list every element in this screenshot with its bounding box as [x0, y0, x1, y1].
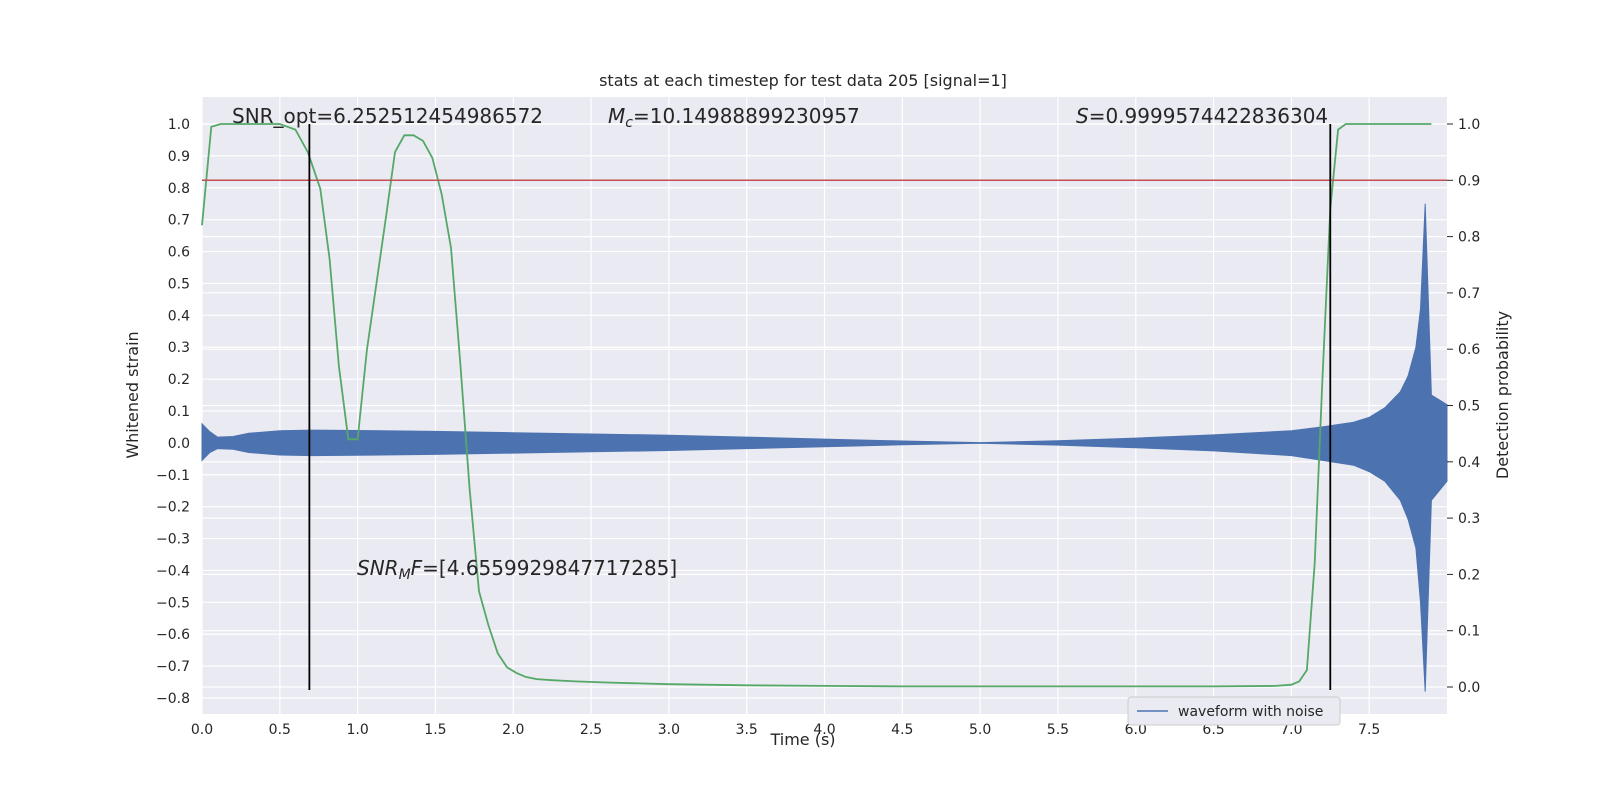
- y-tick-label: 0.1: [168, 404, 190, 420]
- x-tick-label: 0.0: [191, 722, 213, 738]
- y2-tick-label: 0.9: [1458, 173, 1480, 189]
- x-axis-ticks: 0.0 0.5 1.0 1.5 2.0 2.5 3.0 3.5 4.0 4.5 5.0 5.5 6.0 6…: [191, 722, 1380, 738]
- x-tick-label: 6.0: [1125, 722, 1147, 738]
- snr-mf-base: SNR: [357, 556, 399, 580]
- x-tick-label: 4.0: [813, 722, 835, 738]
- chirp-mass-annotation: Mc=10.14988899230957: [608, 104, 860, 131]
- snr-mf-subscript: M: [399, 567, 411, 583]
- x-tick-label: 4.5: [891, 722, 913, 738]
- x-tick-label: 2.5: [580, 722, 602, 738]
- y2-tick-label: 1.0: [1458, 117, 1480, 133]
- probability-line: [201, 123, 1432, 688]
- x-axis-label: Time (s): [769, 730, 835, 749]
- y2-tick-label: 0.5: [1458, 399, 1480, 415]
- snr-mf-f: F: [411, 556, 423, 580]
- y2-axis-ticks: 1.0 0.9 0.8 0.7 0.6 0.5 0.4 0.3 0.2 0.1 0.0: [1447, 117, 1480, 696]
- reference-lines: [202, 124, 1447, 691]
- y-tick-label: 0.9: [168, 149, 190, 165]
- x-tick-label: 1.0: [346, 722, 368, 738]
- chirp-mass-symbol: M: [608, 104, 625, 128]
- y-tick-label: 0.8: [168, 181, 190, 197]
- s-annotation: S=0.9999574422836304: [1076, 104, 1328, 128]
- y-tick-label: −0.1: [156, 468, 190, 484]
- waveform-series: [201, 203, 1448, 692]
- x-tick-label: 0.5: [269, 722, 291, 738]
- x-tick-label: 7.0: [1280, 722, 1302, 738]
- y-tick-label: 0.2: [168, 372, 190, 388]
- x-tick-label: 6.5: [1202, 722, 1224, 738]
- y2-tick-label: 0.6: [1458, 342, 1480, 358]
- y-tick-label: 0.4: [168, 308, 190, 324]
- x-tick-label: 5.0: [969, 722, 991, 738]
- chart-title: stats at each timestep for test data 205…: [599, 71, 1007, 90]
- snr-mf-annotation: SNRMF=[4.6559929847717285]: [357, 556, 677, 583]
- y-tick-label: −0.6: [156, 627, 190, 643]
- waveform-envelope: [201, 203, 1448, 692]
- y-tick-label: −0.4: [156, 563, 190, 579]
- y2-tick-label: 0.4: [1458, 455, 1480, 471]
- y2-tick-label: 0.8: [1458, 230, 1480, 246]
- y2-axis-label: Detection probability: [1493, 311, 1512, 479]
- y2-tick-label: 0.0: [1458, 680, 1480, 696]
- y-tick-label: 0.0: [168, 436, 190, 452]
- y2-tick-label: 0.1: [1458, 624, 1480, 640]
- legend-box: [1127, 696, 1341, 726]
- x-tick-label: 3.5: [736, 722, 758, 738]
- y-tick-label: −0.7: [156, 659, 190, 675]
- probability-series: [201, 123, 1432, 688]
- snr-opt-annotation: SNR_opt=6.252512454986572: [232, 104, 543, 128]
- y-tick-label: −0.8: [156, 691, 190, 707]
- x-tick-label: 7.5: [1358, 722, 1380, 738]
- snr-mf-value: =[4.6559929847717285]: [422, 556, 677, 580]
- x-tick-label: 3.0: [658, 722, 680, 738]
- y-tick-label: 1.0: [168, 117, 190, 133]
- legend: waveform with noise: [1127, 696, 1341, 726]
- y-axis-label: Whitened strain: [123, 331, 142, 458]
- legend-label: waveform with noise: [1178, 704, 1323, 720]
- x-tick-label: 2.0: [502, 722, 524, 738]
- y-axis-ticks: 1.0 0.9 0.8 0.7 0.6 0.5 0.4 0.3 0.2 0.1 0.0 −0.1 −0.…: [156, 117, 190, 707]
- y-tick-label: 0.7: [168, 213, 190, 229]
- y-tick-label: 0.5: [168, 276, 190, 292]
- s-value: =0.9999574422836304: [1089, 104, 1328, 128]
- y-tick-label: −0.5: [156, 595, 190, 611]
- chirp-mass-value: =10.14988899230957: [633, 104, 860, 128]
- y-tick-label: −0.2: [156, 500, 190, 516]
- y2-tick-label: 0.7: [1458, 286, 1480, 302]
- y-tick-label: 0.3: [168, 340, 190, 356]
- s-symbol: S: [1076, 104, 1089, 128]
- x-tick-label: 1.5: [424, 722, 446, 738]
- x-tick-label: 5.5: [1047, 722, 1069, 738]
- y-tick-label: −0.3: [156, 532, 190, 548]
- chirp-mass-subscript: c: [625, 115, 633, 131]
- y2-tick-label: 0.2: [1458, 567, 1480, 583]
- y2-tick-label: 0.3: [1458, 511, 1480, 527]
- y-tick-label: 0.6: [168, 245, 190, 261]
